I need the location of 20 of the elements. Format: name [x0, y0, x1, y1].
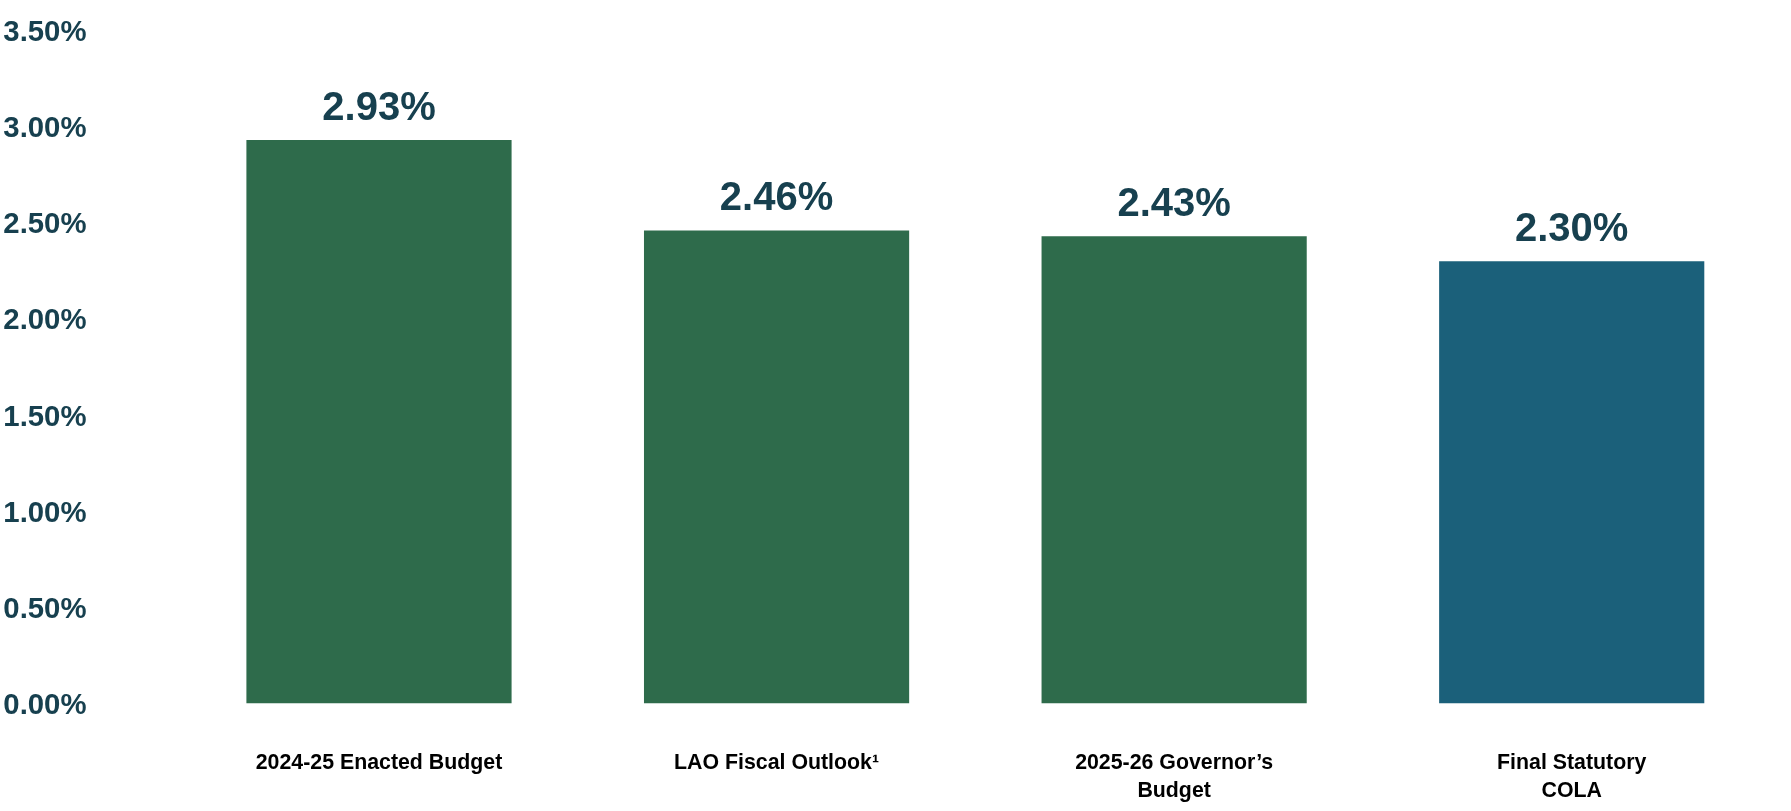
y-tick-label: 1.50% [3, 398, 87, 432]
data-label: 2.30% [1515, 205, 1629, 250]
y-tick-label: 2.50% [3, 206, 87, 240]
x-tick-label: Final Statutory COLA [1497, 749, 1647, 803]
x-tick-label: LAO Fiscal Outlook¹ [674, 749, 880, 774]
bar [1041, 236, 1307, 704]
y-tick-label: 3.50% [3, 14, 87, 47]
data-label: 2.43% [1117, 180, 1231, 225]
bar [643, 230, 910, 704]
data-label: 2.93% [322, 84, 436, 129]
y-tick-label: 3.00% [3, 110, 87, 144]
x-tick-label: 2025-26 Governor’s Budget [1075, 749, 1274, 803]
bar [1439, 261, 1705, 704]
y-tick-label: 2.00% [3, 302, 87, 336]
data-label: 2.46% [719, 174, 834, 219]
y-tick-label: 0.00% [3, 687, 87, 720]
y-tick-label: 1.00% [3, 494, 87, 528]
x-tick-label: 2024-25 Enacted Budget [255, 749, 503, 774]
y-tick-label: 0.50% [3, 590, 87, 624]
bar [246, 140, 512, 704]
